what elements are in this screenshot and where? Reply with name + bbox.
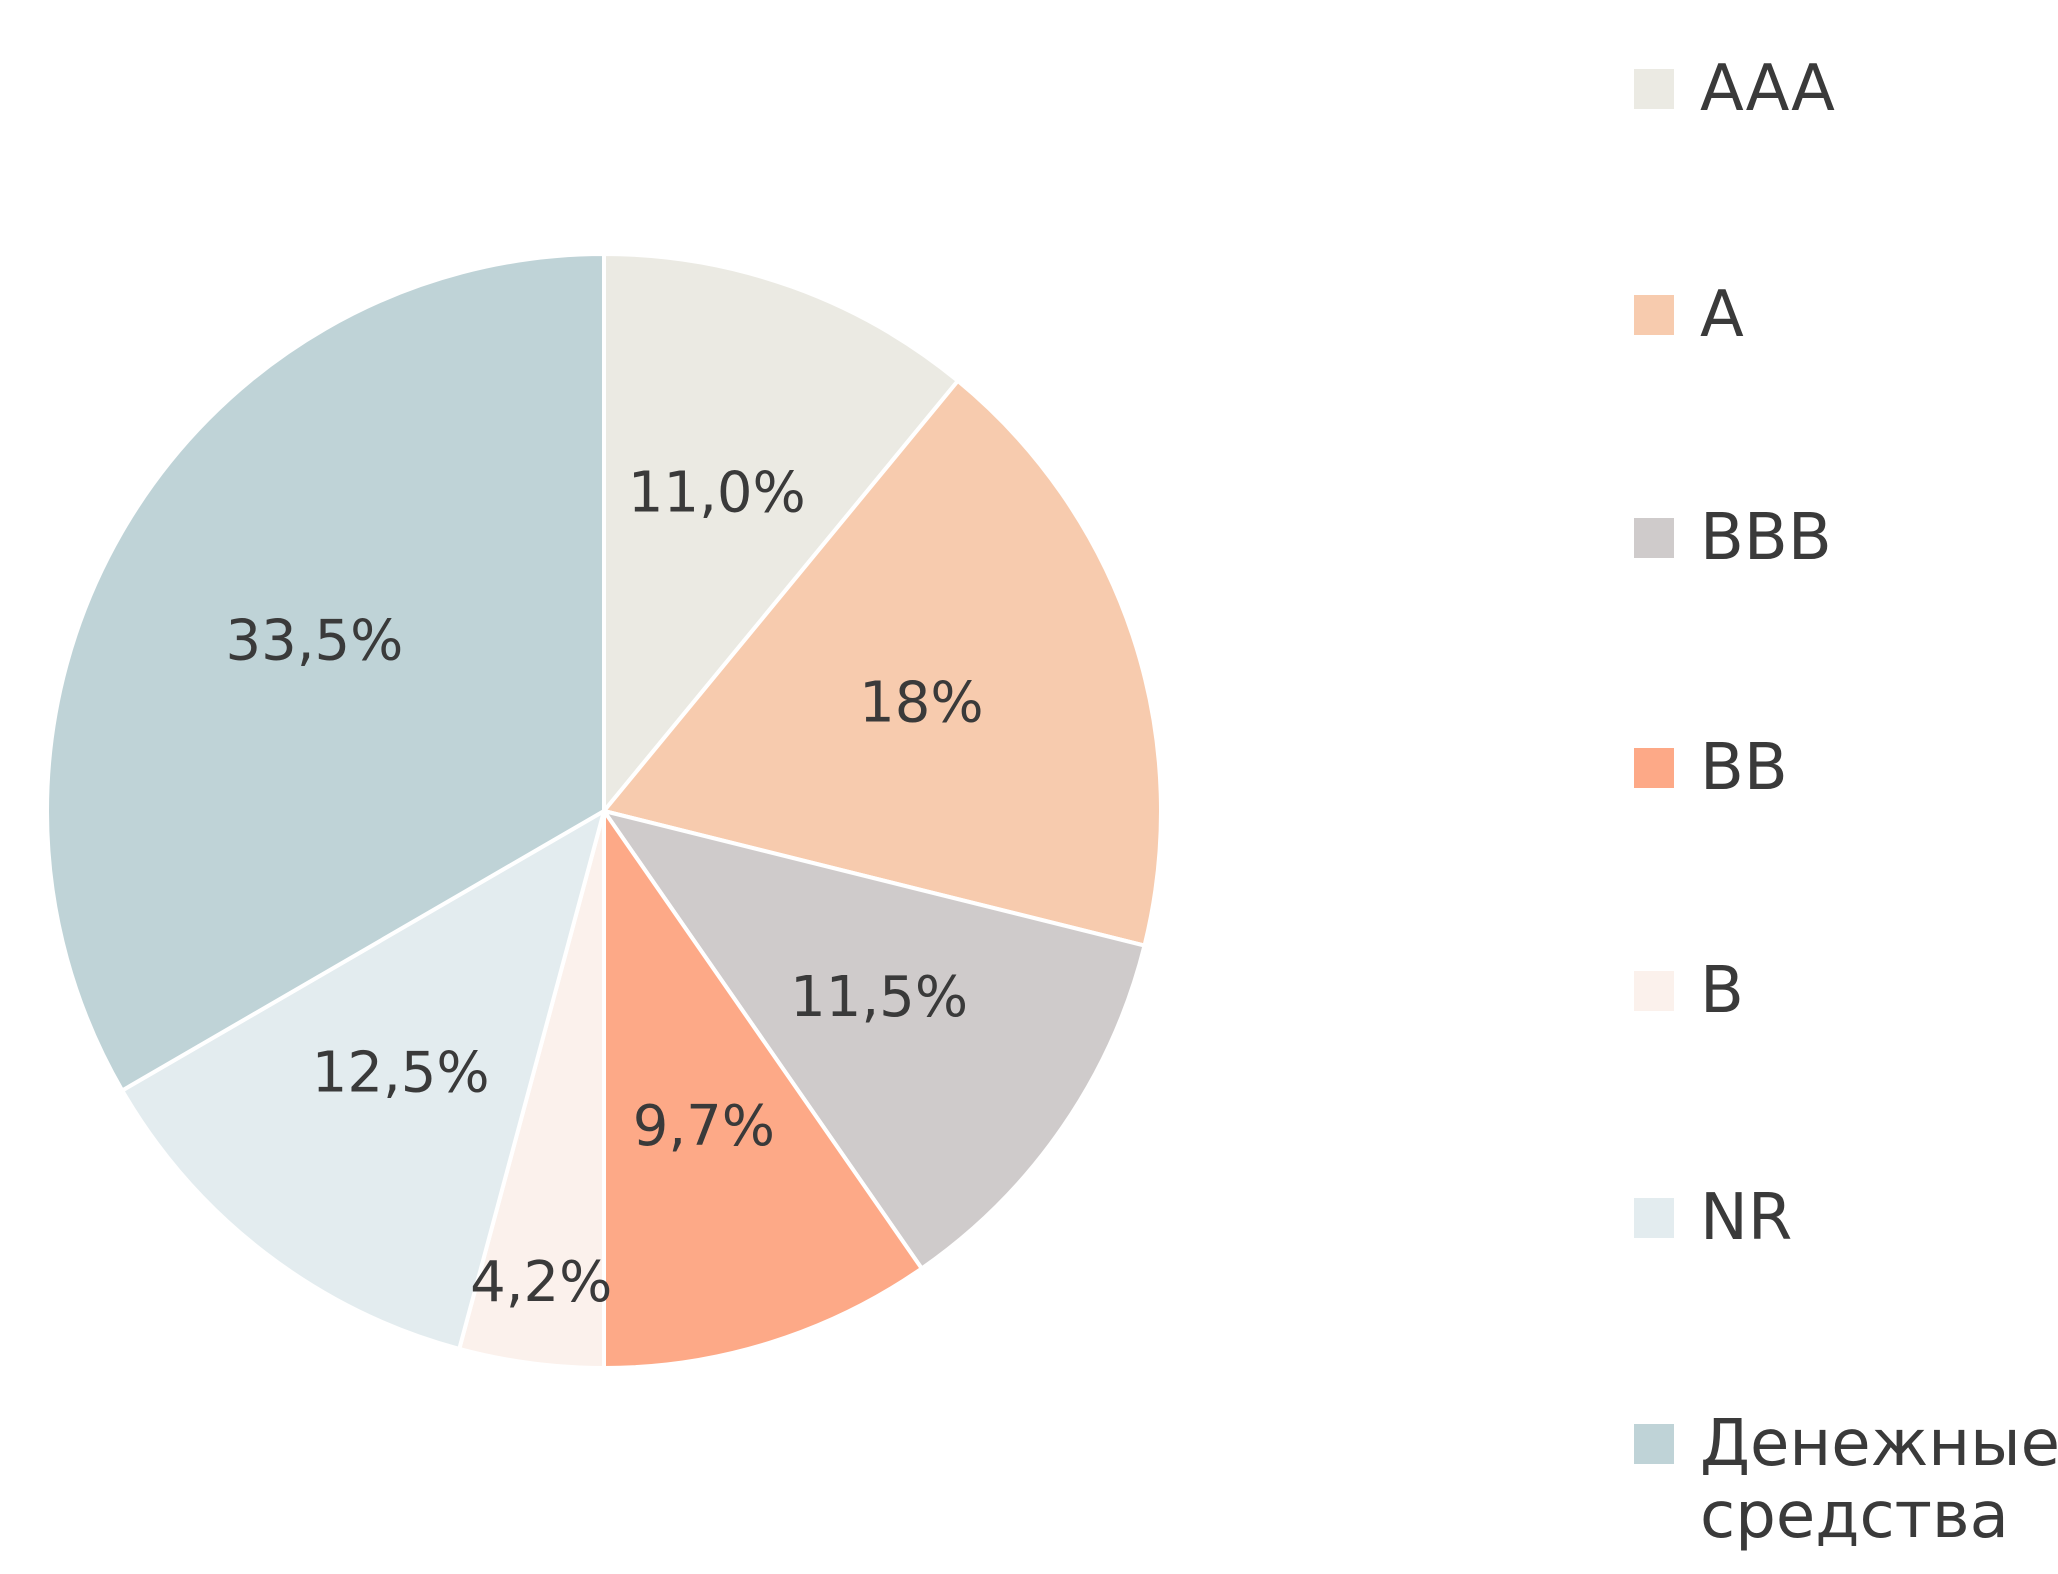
pie-slice [602,251,961,817]
legend-item: A [1634,279,2058,351]
legend-label: BBB [1700,501,1832,575]
legend-swatch [1634,1424,1674,1464]
data-label: 11,5% [790,965,968,1030]
legend-item: AAA [1634,53,2058,125]
data-label: 11,0% [628,461,806,526]
legend-swatch [1634,748,1674,788]
pie-slice [602,804,925,1371]
legend-swatch [1634,1198,1674,1238]
pie-slice [44,251,606,1094]
data-label: 9,7% [633,1094,775,1159]
legend-label: BB [1700,731,1788,805]
pie-slice [119,806,608,1352]
legend-swatch [1634,518,1674,558]
legend-label: AAA [1700,52,1835,126]
legend-swatch [1634,295,1674,335]
legend-item: Денежные средства [1634,1408,2058,1552]
legend-label: A [1700,278,1744,352]
legend-swatch [1634,69,1674,109]
legend-label: NR [1700,1181,1793,1255]
legend-label: B [1700,954,1744,1028]
data-label: 33,5% [225,608,403,673]
legend-item: BBB [1634,502,2058,574]
data-label: 4,2% [470,1250,612,1315]
pie-slice [600,378,1163,949]
legend-item: BB [1634,732,2058,804]
legend-label: Денежные средства [1700,1407,2058,1553]
legend-swatch [1634,971,1674,1011]
data-label: 12,5% [312,1040,490,1105]
legend-item: B [1634,955,2058,1027]
pie-area: 11,0% 18% 11,5%9,7% 4,2% 12,5% 33,5% [44,251,1163,1371]
pie-slice [599,807,1147,1272]
legend-item: NR [1634,1182,2058,1254]
data-label: 18% [859,670,983,735]
